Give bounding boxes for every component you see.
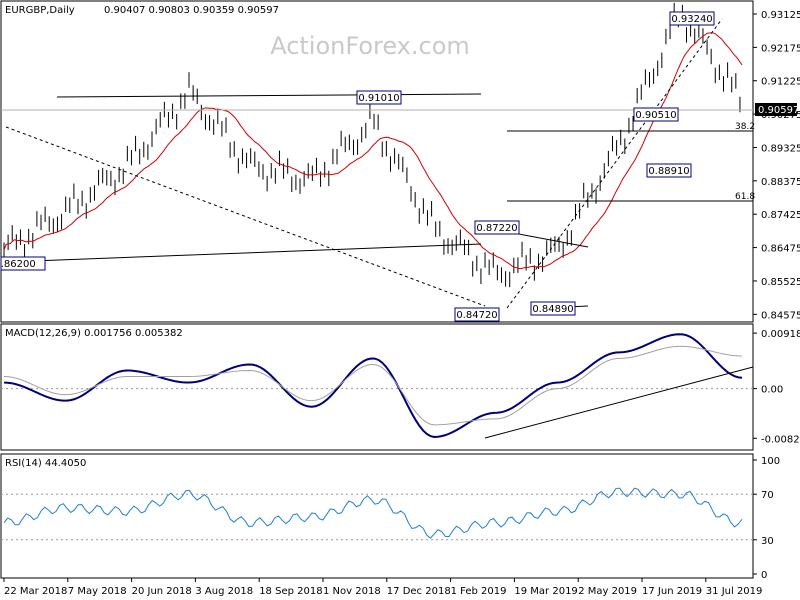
label-091010: 0.91010 bbox=[358, 93, 399, 104]
label-090510: 0.90510 bbox=[635, 110, 676, 121]
label-086200: 0.86200 bbox=[0, 259, 36, 270]
macd-line bbox=[3, 333, 743, 438]
price-y-tick-label: 0.87425 bbox=[761, 210, 800, 221]
price-y-tick-label: 0.86475 bbox=[761, 244, 800, 255]
label-box-091010 bbox=[356, 90, 402, 105]
macd-y-axis: 0.009181 0.00 -0.008225 bbox=[753, 329, 800, 445]
label-084890: 0.84890 bbox=[532, 304, 573, 315]
price-y-tick-label: 0.92175 bbox=[761, 43, 800, 54]
falling-channel-line bbox=[5, 126, 486, 307]
moving-average-line bbox=[3, 32, 743, 270]
label-box-084720 bbox=[454, 307, 500, 322]
fib-382-label: 38.2 bbox=[735, 122, 755, 132]
macd-title: MACD(12,26,9) 0.001756 0.005382 bbox=[5, 328, 183, 339]
x-tick-label: 1 Feb 2019 bbox=[451, 586, 507, 597]
watermark: ActionForex.com bbox=[270, 32, 470, 60]
x-tick-label: 17 Dec 2018 bbox=[387, 586, 451, 597]
macd-y-tick-label: -0.008225 bbox=[761, 434, 800, 445]
price-y-tick-label: 0.91225 bbox=[761, 77, 800, 88]
rsi-panel bbox=[0, 453, 754, 579]
support-line bbox=[5, 243, 482, 263]
wedge-top-line bbox=[507, 231, 589, 248]
current-price-label: 0.90597 bbox=[758, 105, 799, 116]
rsi-y-tick-label: 100 bbox=[761, 456, 780, 467]
rsi-line bbox=[3, 487, 743, 539]
price-y-tick-label: 0.88375 bbox=[761, 177, 800, 188]
signal-line bbox=[3, 345, 743, 426]
price-panel bbox=[0, 0, 754, 323]
macd-support-line bbox=[484, 366, 754, 439]
x-tick-label: 22 Mar 2018 bbox=[4, 586, 67, 597]
rsi-y-tick-label: 70 bbox=[761, 490, 774, 501]
label-088910: 0.88910 bbox=[648, 166, 689, 177]
label-box-093240 bbox=[669, 11, 715, 26]
macd-y-tick-label: 0.009181 bbox=[761, 329, 800, 340]
price-y-tick-label: 0.93125 bbox=[761, 10, 800, 21]
ohlc-label: 0.90407 0.90803 0.90359 0.90597 bbox=[104, 5, 279, 16]
label-box-084890 bbox=[530, 301, 576, 316]
label-087220: 0.87220 bbox=[476, 223, 517, 234]
price-plot bbox=[3, 2, 743, 288]
resistance-line bbox=[56, 93, 482, 98]
label-box-090510 bbox=[633, 107, 679, 122]
x-tick-label: 20 Jun 2018 bbox=[132, 586, 192, 597]
label-093240: 0.93240 bbox=[671, 14, 712, 25]
rsi-title: RSI(14) 44.4050 bbox=[5, 458, 86, 469]
x-tick-label: 1 Nov 2018 bbox=[323, 586, 381, 597]
x-axis: 22 Mar 2018 7 May 2018 20 Jun 2018 3 Aug 20… bbox=[3, 578, 763, 597]
label-box-086200 bbox=[0, 256, 46, 271]
x-tick-label: 2 May 2019 bbox=[578, 586, 637, 597]
label-084720: 0.84720 bbox=[456, 310, 497, 321]
x-tick-label: 7 May 2018 bbox=[68, 586, 127, 597]
macd-plot bbox=[1, 333, 753, 438]
trendlines: 38.2 61.8 bbox=[1, 18, 755, 309]
rsi-plot bbox=[1, 487, 753, 541]
rsi-y-axis: 100 70 30 0 bbox=[753, 456, 780, 581]
current-price-box bbox=[755, 103, 797, 116]
rsi-y-tick-label: 30 bbox=[761, 536, 774, 547]
annotation-boxes: 0.91010 0.86200 0.87220 0.84720 0.84890 … bbox=[0, 11, 715, 322]
macd-panel bbox=[0, 323, 754, 451]
label-box-088910 bbox=[646, 163, 692, 178]
symbol-label: EURGBP,Daily bbox=[5, 5, 75, 16]
rsi-y-tick-label: 0 bbox=[761, 570, 767, 581]
price-y-tick-label: 0.85525 bbox=[761, 277, 800, 288]
x-tick-label: 19 Mar 2019 bbox=[514, 586, 577, 597]
macd-y-tick-label: 0.00 bbox=[761, 385, 783, 396]
x-tick-label: 18 Sep 2018 bbox=[259, 586, 322, 597]
x-tick-label: 17 Jun 2019 bbox=[642, 586, 702, 597]
label-box-087220 bbox=[474, 220, 520, 235]
price-y-tick-label: 0.84575 bbox=[761, 310, 800, 321]
rally-projection-line bbox=[506, 18, 723, 309]
x-tick-label: 3 Aug 2018 bbox=[195, 586, 253, 597]
fib-618-label: 61.8 bbox=[735, 192, 755, 202]
price-y-tick-label: 0.89325 bbox=[761, 143, 800, 154]
x-tick-label: 31 Jul 2019 bbox=[706, 586, 763, 597]
